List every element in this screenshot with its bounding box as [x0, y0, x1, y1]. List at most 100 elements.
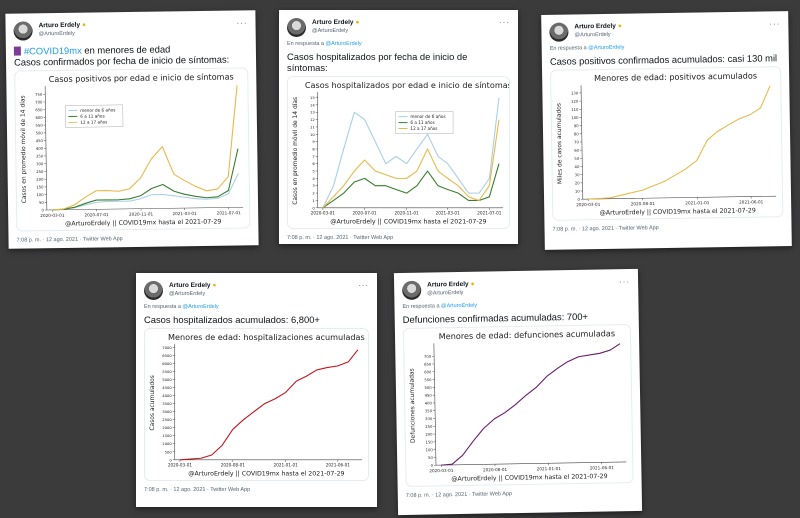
chart-title: Menores de edad: defunciones acumuladas	[439, 328, 616, 341]
x-tick-label: 2021-06-01	[590, 465, 615, 470]
avatar[interactable]	[402, 280, 422, 300]
y-tick-label: 120	[571, 100, 579, 104]
y-tick-label: 12	[310, 118, 315, 122]
author-handle[interactable]: @ArturoErdely	[574, 31, 611, 39]
y-tick-label: 450	[425, 394, 433, 398]
author-handle[interactable]: @ArturoErdely	[38, 30, 75, 38]
y-axis-label: Miles de casos acumulados	[555, 103, 563, 184]
chart-image[interactable]: Casos hospitalizados por edad e inicio d…	[287, 76, 510, 229]
avatar[interactable]	[287, 17, 306, 37]
author-name[interactable]: Arturo Erdely ●	[169, 282, 216, 290]
chart-annotation: @ArturoErdely || COVID19mx hasta el 2021…	[600, 206, 756, 216]
y-tick-label: 100	[571, 116, 579, 120]
tweet-card-4[interactable]: Arturo Erdely ● @ArturoErdely ··· En resp…	[136, 273, 377, 507]
author-name-text: Arturo Erdely	[38, 21, 81, 30]
y-tick-label: 5500	[162, 370, 172, 374]
y-tick-label: 350	[425, 409, 433, 413]
tweet-timestamp[interactable]: 7:08 p. m. · 12 ago. 2021 · Twitter Web …	[405, 490, 513, 499]
x-tick-label: 2021-01-01	[274, 463, 299, 468]
y-tick-label: 3500	[162, 402, 172, 406]
y-tick-label: 250	[425, 425, 433, 429]
series-line-0	[322, 97, 500, 209]
reply-handle-link[interactable]: @ArturoErdely	[182, 304, 219, 310]
tweet-card-3[interactable]: Arturo Erdely ● @ArturoErdely ··· En resp…	[541, 11, 792, 250]
tweet-card-5[interactable]: Arturo Erdely ● @ArturoErdely ··· En resp…	[393, 268, 643, 516]
y-tick-label: 110	[571, 108, 579, 112]
y-tick-label: 200	[36, 178, 44, 182]
reply-context: En respuesta a @ArturoErdely	[402, 300, 630, 310]
more-dots-icon[interactable]: ···	[499, 18, 510, 27]
y-tick-label: 600	[35, 116, 43, 120]
avatar[interactable]	[549, 22, 569, 42]
reply-handle-link[interactable]: @ArturoErdely	[440, 302, 478, 310]
y-tick-label: 60	[574, 149, 579, 153]
x-tick-label: 2021-03-01	[172, 211, 197, 216]
tweet-timestamp[interactable]: 7:08 p. m. · 12 ago. 2021 · Twitter Web …	[16, 235, 123, 244]
x-tick-label: 2020-07-01	[84, 212, 109, 217]
y-tick-label: 80	[574, 132, 579, 136]
chart-background	[403, 325, 633, 486]
y-tick-label: 0	[41, 209, 44, 213]
y-axis-label: Casos acumulados	[149, 375, 156, 431]
tweet-card-2[interactable]: Arturo Erdely ● @ArturoErdely ··· En resp…	[279, 10, 518, 244]
y-tick-label: 100	[426, 448, 434, 452]
avatar[interactable]	[144, 280, 163, 300]
chart-annotation: @ArturoErdely || COVID19mx hasta el 2021…	[451, 472, 607, 483]
reply-prefix: En respuesta a	[287, 41, 324, 47]
hashtag-link[interactable]: #COVID19mx	[23, 44, 82, 57]
tweet-timestamp[interactable]: 7:08 p. m. · 12 ago. 2021 · Twitter Web …	[144, 486, 251, 493]
series-line-2	[322, 119, 500, 209]
more-dots-icon[interactable]: ···	[358, 281, 369, 290]
author-handle[interactable]: @ArturoErdely	[427, 289, 464, 297]
y-tick-label: 150	[425, 440, 433, 444]
more-dots-icon[interactable]: ···	[619, 277, 631, 287]
y-axis-line	[433, 343, 437, 466]
author-handle[interactable]: @ArturoErdely	[312, 28, 349, 34]
y-tick-label: 700	[424, 355, 432, 359]
author-name-text: Arturo Erdely	[574, 22, 616, 31]
y-tick-label: 500	[165, 450, 173, 454]
y-tick-label: 3	[312, 184, 315, 188]
legend-label: 6 a 11 años	[410, 120, 434, 125]
tweet-text: Casos hospitalizados por fecha de inicio…	[287, 51, 468, 73]
y-tick-label: 13	[310, 111, 315, 115]
tweet-text: #COVID19mx en menores de edad Casos conf…	[13, 42, 248, 68]
x-tick-label: 2021-03-01	[436, 211, 461, 216]
y-tick-label: 5	[312, 170, 315, 174]
x-tick-label: 2020-03-01	[576, 202, 601, 207]
more-dots-icon[interactable]: ···	[236, 18, 248, 28]
reply-handle-link[interactable]: @ArturoErdely	[588, 44, 625, 52]
chart-image[interactable]: Menores de edad: defunciones acumuladas D…	[402, 324, 634, 487]
sunglasses-emoji-icon: ●	[212, 282, 217, 289]
x-tick-label: 2020-03-01	[429, 468, 454, 473]
tweet-text: Defunciones confirmadas acumuladas: 700+	[402, 310, 589, 326]
avatar[interactable]	[13, 20, 33, 41]
y-tick-label: 400	[425, 401, 433, 405]
chart-image[interactable]: Casos positivos por edad e inicio de sín…	[14, 67, 251, 232]
x-tick-label: 2021-06-01	[326, 463, 351, 468]
y-axis-label: Defunciones acumuladas	[408, 368, 416, 443]
y-tick-label: 650	[424, 363, 432, 367]
tweet-timestamp[interactable]: 7:08 p. m. · 12 ago. 2021 · Twitter Web …	[287, 234, 394, 241]
sunglasses-emoji-icon: ●	[617, 22, 622, 30]
tweet-timestamp[interactable]: 7:08 p. m. · 12 ago. 2021 · Twitter Web …	[552, 224, 659, 233]
y-tick-label: 5000	[162, 378, 172, 382]
y-tick-label: 0	[312, 206, 315, 210]
y-tick-label: 20	[575, 181, 580, 185]
chart-image[interactable]: Menores de edad: hospitalizaciones acumu…	[144, 328, 369, 481]
reply-handle-link[interactable]: @ArturoErdely	[325, 41, 362, 47]
legend-label: 12 a 17 años	[410, 126, 437, 131]
author-name[interactable]: Arturo Erdely ●	[312, 19, 359, 27]
reply-prefix: En respuesta a	[549, 45, 587, 52]
sunglasses-emoji-icon: ●	[470, 280, 475, 288]
more-dots-icon[interactable]: ···	[769, 19, 781, 29]
y-tick-label: 6	[312, 162, 315, 166]
author-handle[interactable]: @ArturoErdely	[169, 291, 206, 297]
x-tick-label: 2020-11-01	[395, 211, 420, 216]
chart-image[interactable]: Menores de edad: positivos acumulados Mil…	[550, 66, 784, 221]
y-tick-label: 500	[424, 386, 432, 390]
tweet-card-1[interactable]: Arturo Erdely ● @ArturoErdely ··· #COVID1…	[5, 10, 259, 249]
x-tick-label: 2021-01-01	[685, 200, 710, 205]
y-tick-label: 200	[425, 433, 433, 437]
y-tick-label: 90	[574, 124, 579, 128]
